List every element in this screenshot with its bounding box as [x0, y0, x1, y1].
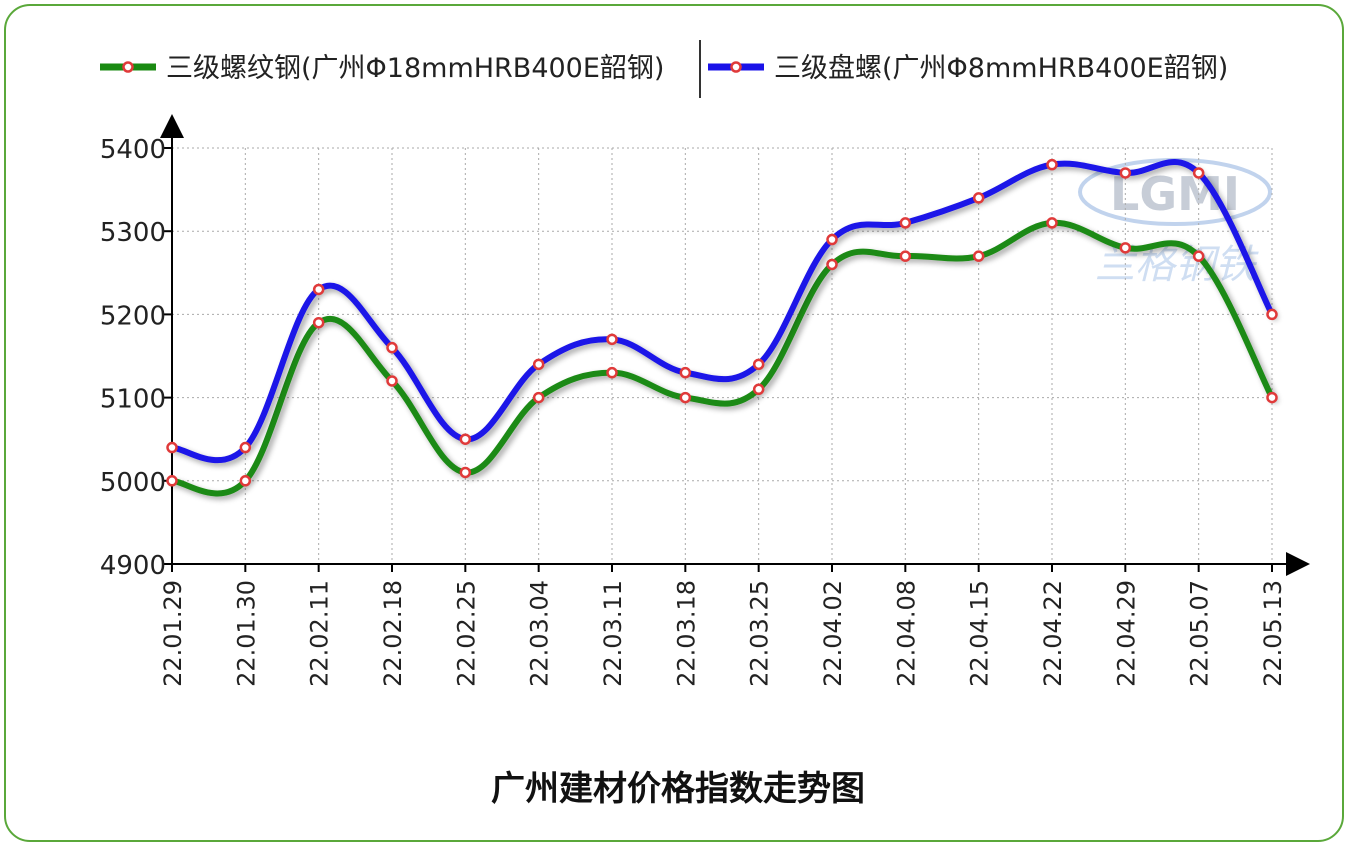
- x-tick-label: 22.04.08: [892, 580, 920, 687]
- data-point: [1266, 391, 1278, 404]
- data-point: [166, 475, 178, 487]
- grid-lines: [172, 147, 1273, 564]
- y-tick-label: 5400: [100, 135, 166, 165]
- x-tick-label: 22.01.30: [232, 580, 260, 687]
- series-2: [169, 159, 1275, 464]
- legend-label: 三级盘螺(广州Φ8mmHRB400E韶钢): [774, 53, 1228, 84]
- series-line: [169, 159, 1275, 464]
- data-point: [679, 366, 692, 379]
- x-tick-label: 22.03.25: [746, 580, 774, 687]
- x-tick-label: 22.02.18: [379, 580, 407, 687]
- data-point: [752, 358, 765, 371]
- data-point: [239, 475, 252, 487]
- x-tick-label: 22.03.04: [526, 580, 554, 687]
- data-point: [1192, 250, 1205, 262]
- data-point: [166, 441, 178, 454]
- legend-label: 三级螺纹钢(广州Φ18mmHRB400E韶钢): [166, 53, 664, 84]
- axes: [160, 114, 1310, 576]
- chart-frame: [4, 4, 1344, 842]
- watermark-logo-text: LGMI: [1110, 167, 1240, 221]
- y-tick-label: 4900: [100, 551, 166, 581]
- data-point: [1119, 167, 1132, 179]
- data-point: [386, 341, 398, 354]
- data-point: [972, 250, 985, 262]
- legend-swatch-marker: [122, 61, 134, 73]
- data-point: [312, 316, 325, 329]
- x-axis-ticks: 22.01.29 22.01.30 22.02.11 22.02.18 22.02.25…: [159, 564, 1287, 687]
- data-point: [1046, 217, 1058, 229]
- data-point: [679, 391, 692, 404]
- data-point: [459, 466, 472, 479]
- x-tick-label: 22.04.02: [819, 580, 847, 687]
- x-tick-label: 22.02.11: [306, 580, 334, 687]
- x-tick-label: 22.04.29: [1112, 580, 1140, 687]
- data-point: [459, 433, 472, 445]
- data-point: [1266, 308, 1278, 321]
- y-tick-label: 5000: [100, 468, 166, 498]
- data-point: [826, 258, 838, 271]
- chart-title: 广州建材价格指数走势图: [491, 769, 865, 809]
- watermark-logo: LGMI 兰格钢铁: [1078, 158, 1272, 288]
- data-point: [752, 383, 765, 396]
- x-tick-label: 22.04.22: [1039, 580, 1067, 687]
- data-point: [899, 250, 912, 262]
- x-tick-label: 22.04.15: [966, 580, 994, 687]
- x-tick-label: 22.03.11: [599, 580, 627, 687]
- x-tick-label: 22.02.25: [452, 580, 480, 687]
- series-1: [169, 219, 1275, 497]
- data-point: [312, 283, 325, 296]
- data-point: [1046, 158, 1058, 171]
- data-point: [1119, 242, 1132, 254]
- y-axis-ticks: 4900 5000 5100 5200 5300 5400: [100, 135, 172, 581]
- y-tick-label: 5100: [100, 385, 166, 415]
- data-point: [899, 217, 912, 229]
- y-axis-arrow: [160, 114, 184, 138]
- data-point: [606, 333, 618, 346]
- x-axis-arrow: [1286, 552, 1310, 576]
- x-tick-label: 22.01.29: [159, 580, 187, 687]
- series-group: [166, 158, 1278, 497]
- data-point: [1192, 167, 1205, 179]
- x-tick-label: 22.03.18: [672, 580, 700, 687]
- data-point: [972, 192, 985, 204]
- legend-swatch-marker: [730, 61, 742, 73]
- y-tick-label: 5200: [100, 301, 166, 331]
- data-point: [826, 233, 838, 246]
- x-tick-label: 22.05.07: [1186, 580, 1214, 687]
- data-point: [239, 441, 252, 454]
- y-tick-label: 5300: [100, 218, 166, 248]
- x-tick-label: 22.05.13: [1259, 580, 1287, 687]
- data-point: [606, 366, 618, 379]
- data-point: [532, 391, 545, 404]
- data-point: [532, 358, 545, 371]
- series-line: [169, 219, 1275, 497]
- legend: 三级螺纹钢(广州Φ18mmHRB400E韶钢) 三级盘螺(广州Φ8mmHRB400…: [100, 40, 1228, 98]
- data-point: [386, 375, 398, 387]
